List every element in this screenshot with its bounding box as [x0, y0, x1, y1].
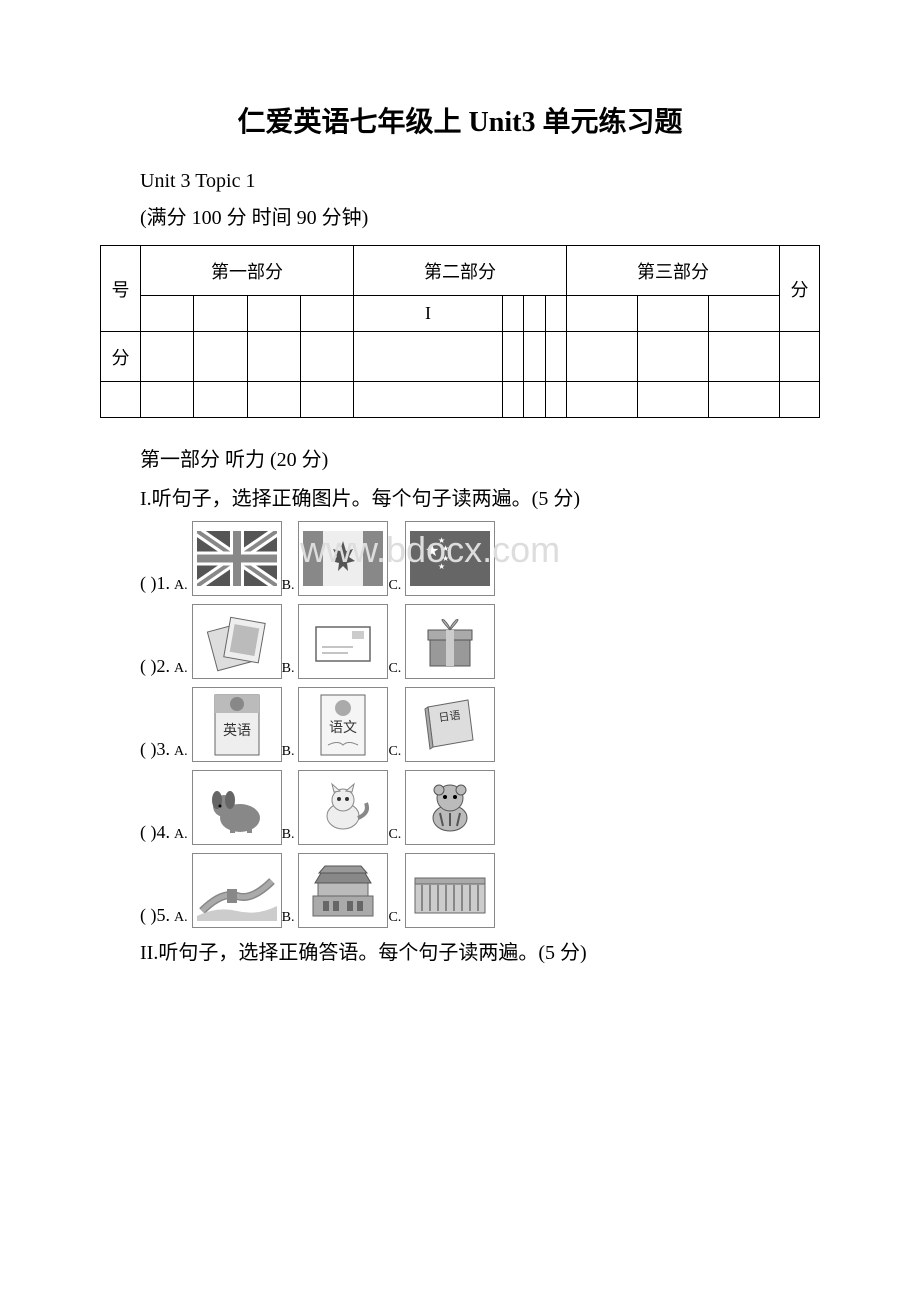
question-1-heading: I.听句子，选择正确图片。每个句子读两遍。(5 分): [140, 482, 820, 511]
sub-col: [524, 296, 545, 332]
score-cell: [780, 332, 820, 382]
sub-col: [637, 296, 708, 332]
sub-col: [194, 296, 247, 332]
svg-text:★: ★: [438, 562, 445, 571]
sub-col: [141, 296, 194, 332]
sub-col: [708, 296, 779, 332]
english-book-icon: 英语: [192, 687, 282, 762]
chinese-book-icon: 语文: [298, 687, 388, 762]
tiananmen-icon: [298, 853, 388, 928]
score-cell: [503, 332, 524, 382]
svg-text:语文: 语文: [329, 720, 357, 736]
empty-cell: [780, 382, 820, 418]
option-label-a: A.: [174, 661, 188, 679]
section-1-heading: 第一部分 听力 (20 分): [140, 443, 820, 472]
question-number: ( )4.: [140, 822, 170, 845]
score-info: (满分 100 分 时间 90 分钟): [140, 201, 820, 230]
score-cell: [194, 332, 247, 382]
sub-col-i: I: [354, 296, 503, 332]
gift-box-icon: [405, 604, 495, 679]
canada-flag-icon: [298, 521, 388, 596]
empty-cell: [566, 382, 637, 418]
option-label-b: B.: [282, 910, 295, 928]
sub-col: [247, 296, 300, 332]
option-label-c: C.: [388, 744, 401, 762]
svg-text:★: ★: [442, 544, 449, 553]
page-title: 仁爱英语七年级上 Unit3 单元练习题: [100, 100, 820, 140]
table-header-number: 号: [101, 246, 141, 332]
score-cell: [247, 332, 300, 382]
great-hall-icon: [405, 853, 495, 928]
score-cell: [141, 332, 194, 382]
sub-col: [300, 296, 353, 332]
tiger-icon: [405, 770, 495, 845]
cat-icon: [298, 770, 388, 845]
question-row-4: ( )4. A. B.: [140, 770, 820, 845]
great-wall-icon: [192, 853, 282, 928]
option-label-b: B.: [282, 578, 295, 596]
sub-col: [545, 296, 566, 332]
svg-text:★: ★: [425, 543, 439, 560]
svg-text:英语: 英语: [223, 722, 251, 739]
question-row-2: ( )2. A. B. C.: [140, 604, 820, 679]
option-label-b: B.: [282, 744, 295, 762]
question-row-1: www.bdocx.com ( )1. A. B. C.: [140, 521, 820, 596]
option-label-a: A.: [174, 744, 188, 762]
empty-cell: [101, 382, 141, 418]
score-cell: [300, 332, 353, 382]
score-cell: [708, 332, 779, 382]
question-number: ( )1.: [140, 573, 170, 596]
option-label-c: C.: [388, 578, 401, 596]
envelope-icon: [298, 604, 388, 679]
score-row-header: 分: [101, 332, 141, 382]
question-row-3: ( )3. A. 英语 B. 语文 C.: [140, 687, 820, 762]
dog-icon: [192, 770, 282, 845]
question-number: ( )3.: [140, 739, 170, 762]
empty-cell: [141, 382, 194, 418]
china-flag-icon: ★ ★ ★ ★ ★: [405, 521, 495, 596]
score-cell: [354, 332, 503, 382]
uk-flag-icon: [192, 521, 282, 596]
japanese-book-icon: 日语: [405, 687, 495, 762]
section-2-header: 第二部分: [354, 246, 567, 296]
question-row-5: ( )5. A. B. C.: [140, 853, 820, 928]
score-table: 号 第一部分 第二部分 第三部分 分 I 分: [100, 245, 820, 418]
stamps-icon: [192, 604, 282, 679]
empty-cell: [247, 382, 300, 418]
option-label-c: C.: [388, 910, 401, 928]
unit-subtitle: Unit 3 Topic 1: [140, 170, 820, 193]
score-cell: [545, 332, 566, 382]
empty-cell: [637, 382, 708, 418]
empty-cell: [194, 382, 247, 418]
empty-cell: [708, 382, 779, 418]
empty-cell: [524, 382, 545, 418]
question-number: ( )2.: [140, 656, 170, 679]
sub-col: [566, 296, 637, 332]
empty-cell: [545, 382, 566, 418]
empty-cell: [300, 382, 353, 418]
score-cell: [637, 332, 708, 382]
sub-col: [503, 296, 524, 332]
option-label-a: A.: [174, 578, 188, 596]
option-label-a: A.: [174, 910, 188, 928]
option-label-b: B.: [282, 661, 295, 679]
question-number: ( )5.: [140, 905, 170, 928]
option-label-b: B.: [282, 827, 295, 845]
option-label-c: C.: [388, 827, 401, 845]
score-cell: [524, 332, 545, 382]
empty-cell: [503, 382, 524, 418]
section-1-header: 第一部分: [141, 246, 354, 296]
question-2-heading: II.听句子，选择正确答语。每个句子读两遍。(5 分): [140, 936, 820, 965]
section-3-header: 第三部分: [566, 246, 779, 296]
option-label-a: A.: [174, 827, 188, 845]
option-label-c: C.: [388, 661, 401, 679]
empty-cell: [354, 382, 503, 418]
total-header: 分: [780, 246, 820, 332]
score-cell: [566, 332, 637, 382]
